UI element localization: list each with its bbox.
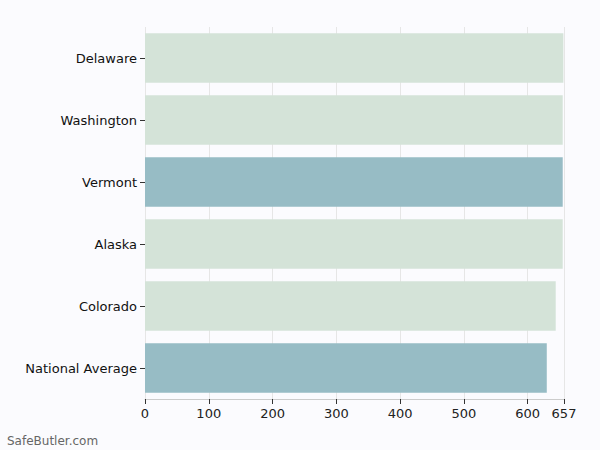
svg-text:300: 300 — [324, 406, 349, 421]
svg-text:0: 0 — [141, 406, 149, 421]
svg-text:500: 500 — [451, 406, 476, 421]
svg-text:400: 400 — [388, 406, 413, 421]
svg-text:Colorado: Colorado — [79, 299, 137, 314]
svg-text:Vermont: Vermont — [82, 175, 137, 190]
svg-text:657: 657 — [552, 406, 577, 421]
svg-text:Delaware: Delaware — [76, 51, 137, 66]
svg-text:Alaska: Alaska — [94, 237, 137, 252]
svg-text:Washington: Washington — [61, 113, 137, 128]
svg-text:200: 200 — [260, 406, 285, 421]
svg-text:600: 600 — [515, 406, 540, 421]
svg-text:100: 100 — [196, 406, 221, 421]
svg-text:National Average: National Average — [25, 361, 137, 376]
svg-text:SafeButler.com: SafeButler.com — [7, 434, 98, 448]
